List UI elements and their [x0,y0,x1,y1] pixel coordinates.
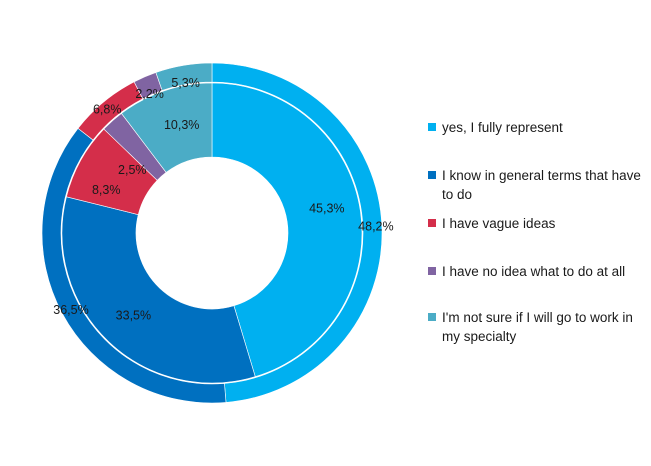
legend-label: I have no idea what to do at all [442,264,626,279]
data-label-outer-0: 48,2% [358,220,393,234]
legend-label: I know in general terms that have to do [442,168,641,202]
legend-swatch [428,123,436,131]
data-label-inner-3: 2,5% [118,163,147,177]
data-label-outer-2: 6,8% [93,102,122,116]
legend-label: yes, I fully represent [442,120,563,135]
data-label-group: 48,2% 36,5% 6,8% 2,2% 5,3% 45,3% 33,5% 8,3% 2,5%… [53,76,393,322]
legend-item: I have no idea what to do at all [428,262,642,281]
legend-swatch [428,171,436,179]
legend-swatch [428,267,436,275]
slice-inner-1 [61,196,256,384]
data-label-inner-1: 33,5% [116,309,151,323]
legend-item: I know in general terms that have to do [428,166,642,204]
legend-label: I have vague ideas [442,216,556,231]
legend-item: I'm not sure if I will go to work in my … [428,308,642,346]
slice-outer-4 [155,62,213,91]
legend-item: yes, I fully represent [428,118,642,137]
legend-item: I have vague ideas [428,214,642,233]
data-label-outer-3: 2,2% [135,87,164,101]
legend-swatch [428,219,436,227]
slice-group [41,62,383,404]
legend-swatch [428,313,436,321]
slice-inner-0 [211,82,363,378]
data-label-outer-4: 5,3% [171,76,200,90]
data-label-outer-1: 36,5% [53,303,88,317]
slice-inner-4 [121,82,213,173]
legend-label: I'm not sure if I will go to work in my … [442,310,633,344]
data-label-inner-0: 45,3% [309,201,344,215]
data-label-inner-4: 10,3% [164,118,199,132]
data-label-inner-2: 8,3% [92,183,121,197]
